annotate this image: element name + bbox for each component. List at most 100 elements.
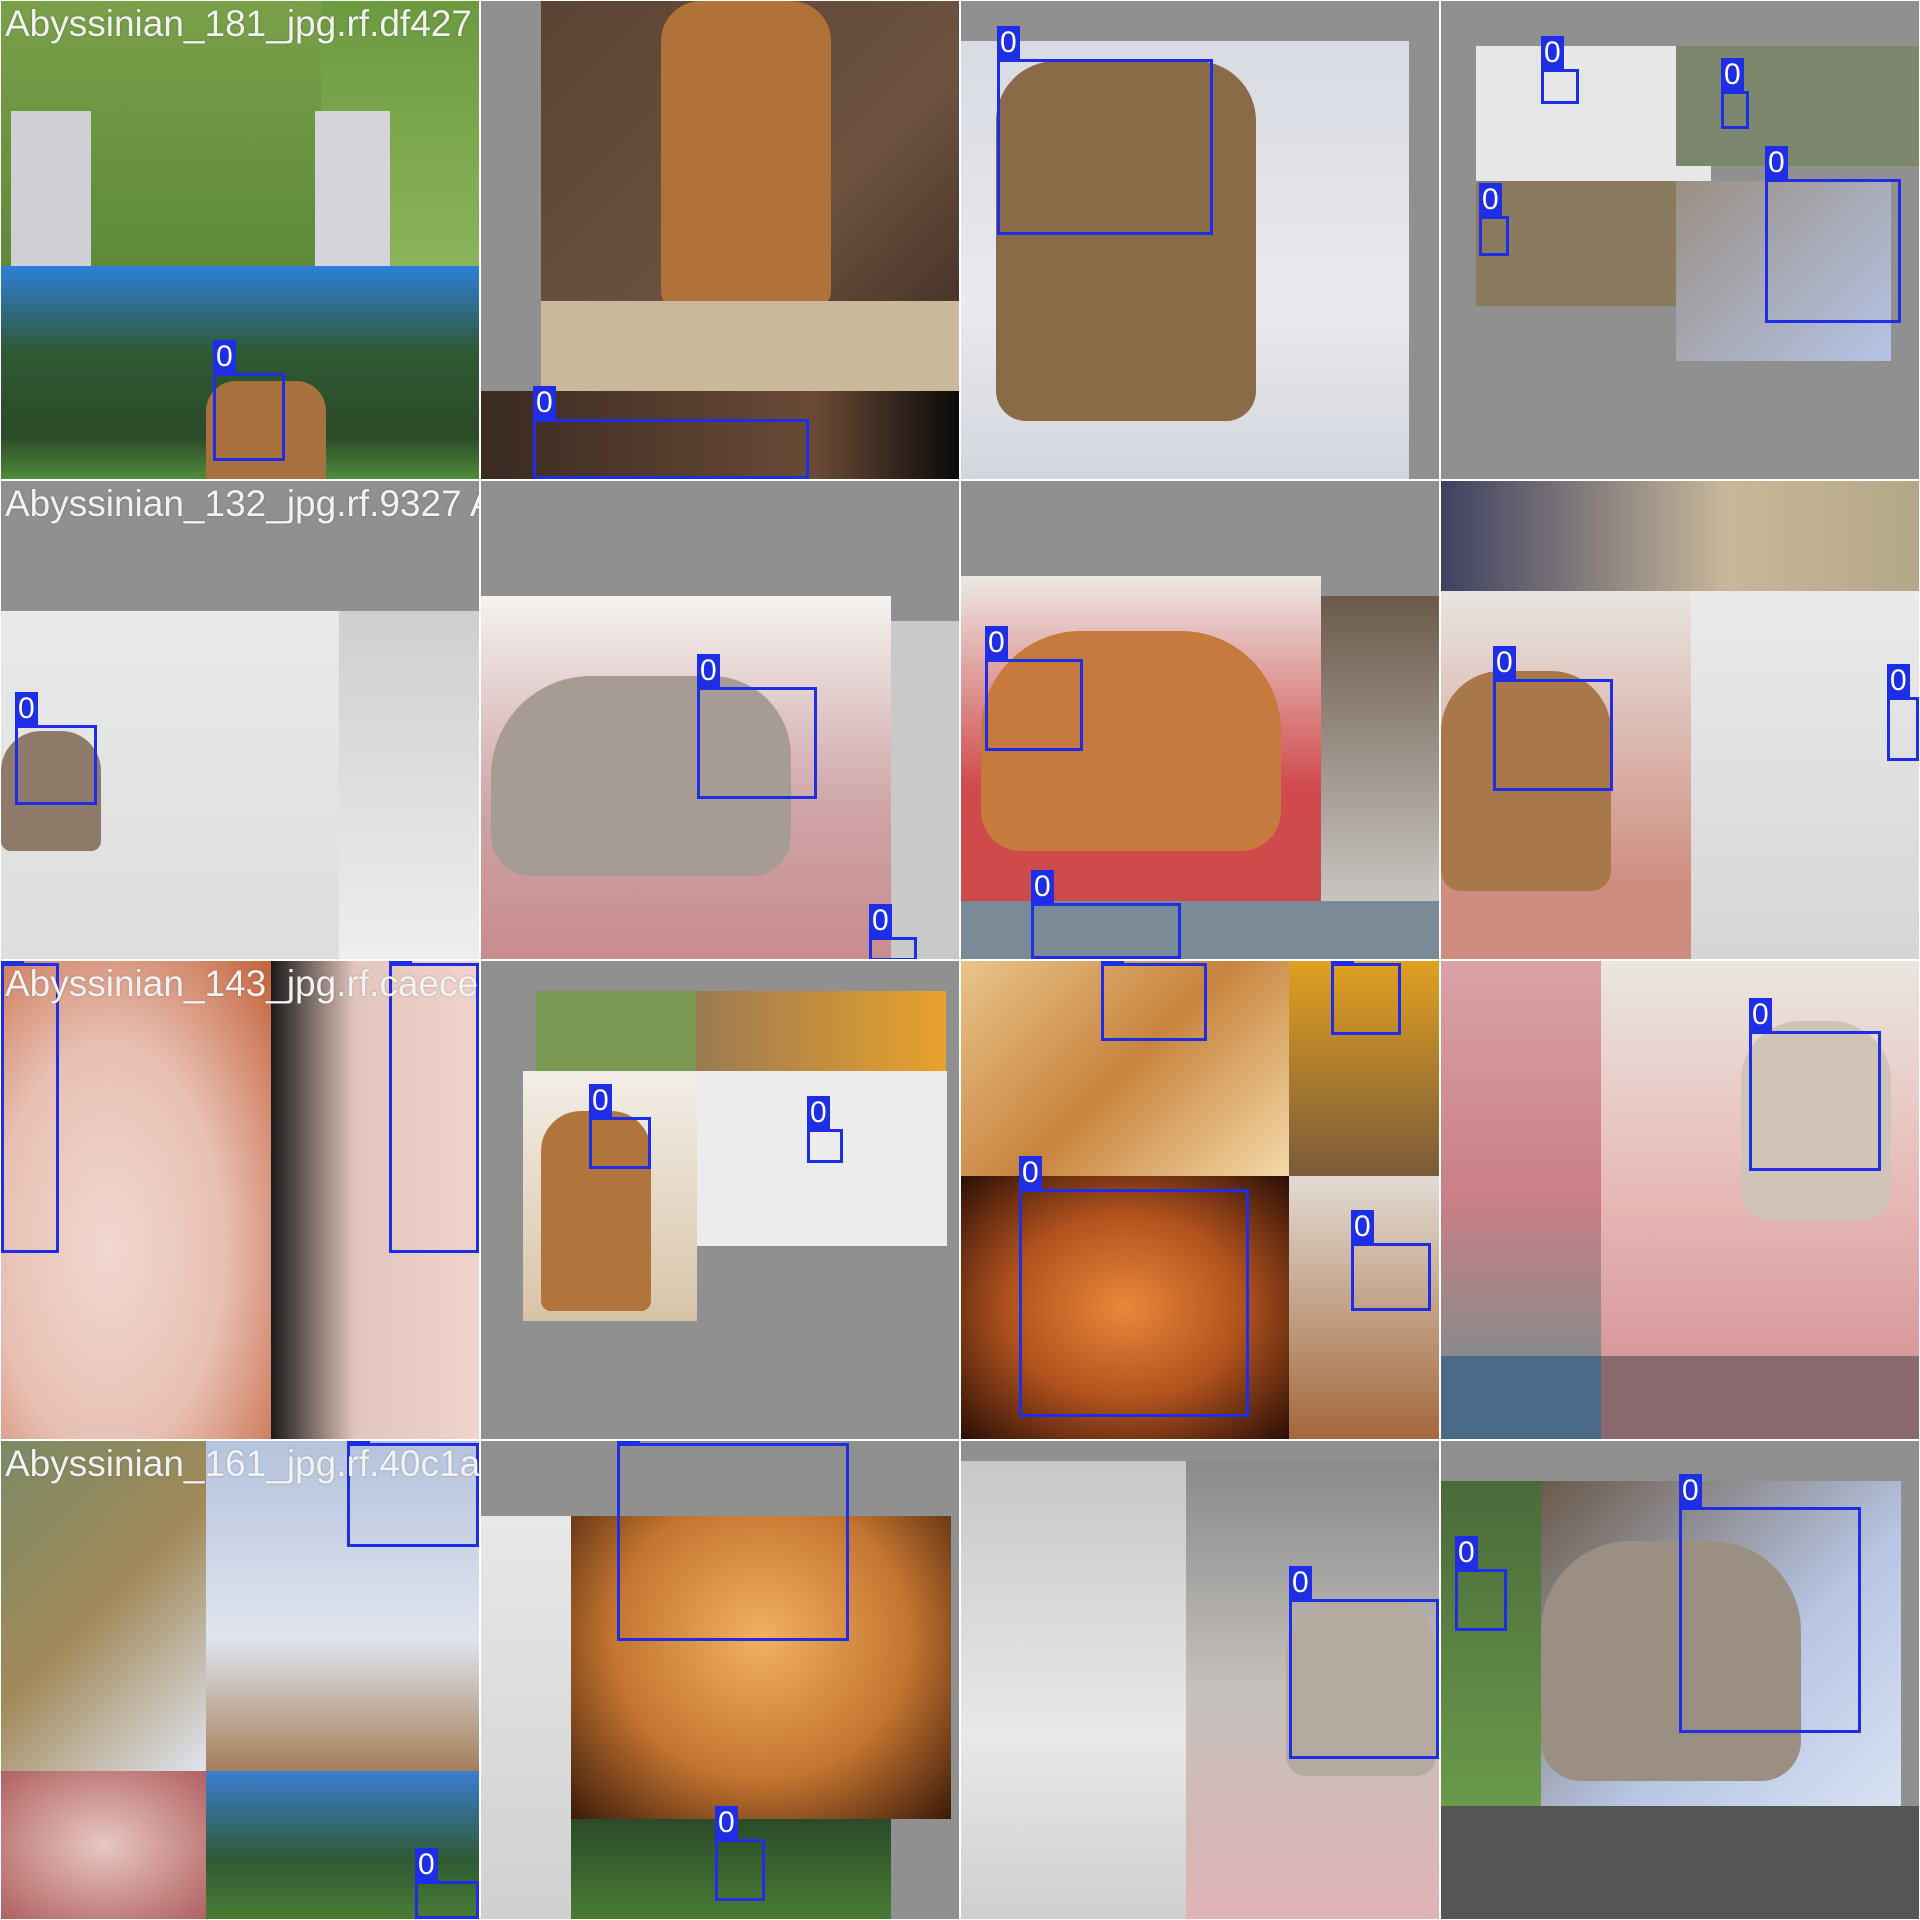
- bounding-box: 0: [1455, 1536, 1507, 1631]
- class-label: 0: [213, 340, 236, 373]
- class-label: 0: [617, 1441, 640, 1443]
- cat-photo: [491, 676, 791, 876]
- mosaic-tile-3: 0: [961, 1, 1439, 479]
- class-label: 0: [697, 654, 720, 687]
- class-label: 0: [1479, 183, 1502, 216]
- photo-region: [1691, 591, 1919, 959]
- bounding-box: 0: [389, 961, 479, 1253]
- bounding-box: 0: [869, 904, 917, 959]
- class-label: 0: [1, 961, 24, 963]
- class-label: 0: [807, 1096, 830, 1129]
- bounding-box: 0: [1351, 1210, 1431, 1311]
- class-label: 0: [1031, 870, 1054, 903]
- mosaic-tile-16: Abyssinian_161_jpg.rf.40c1a Abyssinian_1…: [1441, 1441, 1919, 1919]
- image-filename-caption: Abyssinian_143_jpg.rf.caece Abyssinian_1…: [5, 963, 479, 1004]
- class-label: 0: [1101, 961, 1124, 963]
- photo-region: [1476, 46, 1711, 181]
- class-label: 0: [1765, 146, 1788, 179]
- class-label: 0: [389, 961, 412, 963]
- bounding-box: 0: [1331, 961, 1401, 1035]
- class-label: 0: [533, 386, 556, 419]
- mosaic-tile-4: 0 0 0 0: [1441, 1, 1919, 479]
- cat-photo: [1541, 1541, 1801, 1781]
- bounding-box: 0: [1019, 1156, 1249, 1417]
- class-label: 0: [589, 1084, 612, 1117]
- class-label: 0: [15, 692, 38, 725]
- photo-region: [339, 611, 479, 959]
- mosaic-tile-11: 0 0 0 0: [961, 961, 1439, 1439]
- photo-region: [1321, 596, 1439, 936]
- class-label: 0: [985, 626, 1008, 659]
- photo-region: [1, 961, 271, 1439]
- cat-photo: [206, 381, 326, 479]
- photo-region: [1441, 1481, 1541, 1806]
- class-label: 0: [1331, 961, 1354, 963]
- photo-region: [1441, 1806, 1919, 1919]
- mosaic-tile-12: 0: [1441, 961, 1919, 1439]
- bounding-box: 0: [1493, 646, 1613, 791]
- bounding-box: 0: [1765, 146, 1901, 323]
- photo-region: [1476, 181, 1676, 306]
- bounding-box: 0: [617, 1441, 849, 1641]
- photo-region: [1441, 481, 1919, 591]
- bounding-box: 0: [1479, 183, 1509, 256]
- mosaic-tile-2: 0: [481, 1, 959, 479]
- class-label: 0: [1721, 58, 1744, 91]
- bounding-box: 0: [213, 340, 285, 461]
- bounding-box: 0: [997, 26, 1213, 235]
- mosaic-tile-8: 0 0: [1441, 481, 1919, 959]
- photo-region: [481, 1516, 571, 1919]
- image-filename-caption: Abyssinian_161_jpg.rf.40c1a Abyssinian_1…: [5, 1443, 479, 1484]
- mosaic-tile-7: 0 0: [961, 481, 1439, 959]
- cat-photo: [661, 1, 831, 311]
- class-label: 0: [715, 1806, 738, 1839]
- bounding-box: 0: [1887, 664, 1919, 761]
- image-filename-caption: Abyssinian_132_jpg.rf.9327 Abyssinian_14…: [5, 483, 479, 524]
- mosaic-tile-13: Abyssinian_161_jpg.rf.40c1a Abyssinian_1…: [1, 1441, 479, 1919]
- class-label: 0: [1455, 1536, 1478, 1569]
- bounding-box: 0: [1749, 998, 1881, 1171]
- bounding-box: 0: [985, 626, 1083, 751]
- photo-region: [1601, 1356, 1919, 1439]
- bounding-box: 0: [1721, 58, 1749, 129]
- bounding-box: 0: [589, 1084, 651, 1169]
- bounding-box: 0: [1101, 961, 1207, 1041]
- class-label: 0: [1289, 1566, 1312, 1599]
- class-label: 0: [1887, 664, 1910, 697]
- cat-photo: [981, 631, 1281, 851]
- bounding-box: 0: [347, 1441, 479, 1547]
- bounding-box: 0: [1289, 1566, 1439, 1759]
- photo-region: [536, 991, 696, 1071]
- bounding-box: 0: [1541, 36, 1579, 104]
- photo-region: [1441, 961, 1601, 1356]
- photo-region: [206, 1771, 479, 1919]
- bounding-box: 0: [807, 1096, 843, 1163]
- class-label: 0: [1351, 1210, 1374, 1243]
- photo-region: [1676, 46, 1919, 166]
- photo-region: [481, 391, 959, 479]
- photo-region: [961, 1461, 1186, 1919]
- class-label: 0: [1679, 1474, 1702, 1507]
- photo-region: [891, 621, 959, 959]
- photo-region: [1289, 961, 1439, 1176]
- cat-photo: [541, 1111, 651, 1311]
- mosaic-tile-10: 0 0: [481, 961, 959, 1439]
- image-filename-caption: Abyssinian_181_jpg.rf.df427 Abyssinian_0…: [5, 3, 479, 44]
- photo-region: [1, 1771, 206, 1919]
- bounding-box: 0: [15, 692, 97, 805]
- mosaic-tile-6: 0 0: [481, 481, 959, 959]
- cat-photo: [961, 1176, 1289, 1439]
- photo-region: [696, 991, 946, 1071]
- bounding-box: 0: [533, 386, 809, 479]
- cat-photo: [1441, 671, 1611, 891]
- class-label: 0: [1019, 1156, 1042, 1189]
- mosaic-tile-5: Abyssinian_132_jpg.rf.9327 Abyssinian_14…: [1, 481, 479, 959]
- photo-region: [961, 901, 1439, 959]
- cat-photo: [571, 1516, 951, 1819]
- bounding-box: 0: [1, 961, 59, 1253]
- photo-region: [11, 111, 91, 266]
- class-label: 0: [347, 1441, 370, 1443]
- class-label: 0: [1541, 36, 1564, 69]
- photo-region: [1676, 181, 1891, 361]
